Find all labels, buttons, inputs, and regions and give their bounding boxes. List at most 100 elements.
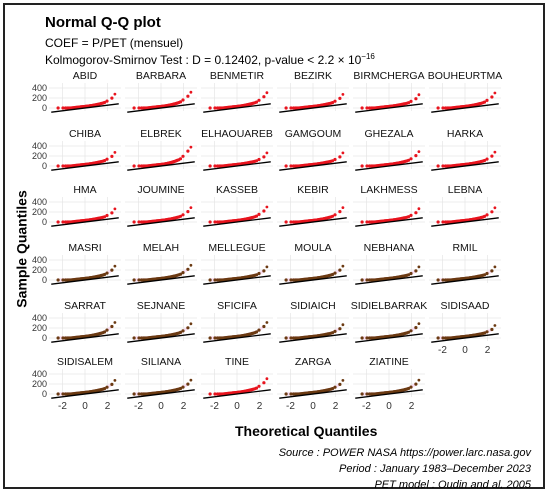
facet-strip-label: SILIANA: [141, 356, 181, 368]
facet-strip-label: SARRAT: [64, 300, 106, 312]
facet-barbara: BARBARA: [125, 70, 197, 113]
qq-point: [365, 220, 369, 224]
qq-point: [360, 220, 364, 224]
qq-point: [254, 330, 259, 334]
facet-strip-label: SEJNANE: [137, 300, 185, 312]
facet-strip-label: CHIBA: [69, 128, 101, 140]
qq-point: [490, 269, 494, 273]
qq-point: [110, 324, 114, 329]
qq-point: [330, 272, 335, 277]
x-tick-label: 2: [409, 401, 415, 412]
qq-point: [436, 164, 440, 168]
qq-point: [178, 386, 183, 391]
qq-point: [284, 278, 288, 282]
facet-strip-label: ZIATINE: [369, 356, 408, 368]
y-tick-label: 400: [32, 313, 47, 323]
qq-point: [132, 164, 136, 168]
qq-point: [485, 157, 489, 161]
qq-point: [208, 336, 212, 340]
reference-line: [431, 217, 499, 227]
facet-strip-label: BARBARA: [136, 70, 186, 82]
facet-strip-label: LAKHMESS: [360, 184, 417, 196]
facet-sejnane: SEJNANE: [125, 300, 197, 343]
qq-outlier-point: [189, 90, 193, 94]
qq-point: [181, 154, 185, 158]
qq-point: [257, 98, 261, 102]
qq-point: [56, 220, 60, 224]
qq-point: [257, 271, 261, 276]
qq-outlier-point: [189, 206, 193, 210]
reference-line: [279, 275, 347, 285]
qq-point: [102, 330, 107, 334]
qq-point: [360, 106, 364, 110]
reference-line: [203, 389, 271, 399]
qq-point: [137, 336, 141, 340]
reference-line: [355, 161, 423, 171]
qq-point: [360, 392, 364, 396]
qq-outlier-point: [493, 206, 497, 210]
qq-outlier-point: [113, 264, 117, 268]
facet-bouheurtma: BOUHEURTMA: [428, 70, 502, 113]
y-tick-label: 400: [32, 141, 47, 151]
qq-point: [284, 220, 288, 224]
qq-outlier-point: [341, 93, 345, 96]
qq-point: [490, 327, 494, 332]
qq-point: [105, 213, 109, 218]
reference-line: [127, 161, 195, 171]
qq-point: [186, 267, 190, 271]
qq-point: [333, 213, 337, 217]
qq-point: [178, 330, 183, 334]
qq-point: [137, 220, 141, 224]
qq-point: [181, 98, 185, 102]
qq-point: [254, 214, 259, 218]
qq-outlier-point: [417, 150, 421, 154]
qq-point: [105, 271, 109, 275]
qq-outlier-point: [265, 321, 269, 324]
facet-strip-label: SIDISAAD: [440, 300, 489, 312]
qq-point: [178, 100, 183, 104]
qq-point: [409, 157, 413, 161]
reference-line: [203, 275, 271, 285]
qq-point: [365, 392, 369, 396]
qq-point: [482, 273, 487, 277]
qq-point: [414, 97, 418, 101]
qq-point: [482, 214, 487, 218]
qq-point: [333, 329, 337, 333]
facet-elhaouareb: ELHAOUAREB: [201, 128, 273, 171]
facet-strip-label: MOULA: [294, 242, 331, 254]
y-tick-label: 200: [32, 265, 47, 275]
qq-point: [406, 215, 411, 219]
confidence-band: [362, 325, 416, 340]
qq-point: [338, 210, 342, 214]
facet-elbrek: ELBREK: [125, 128, 197, 171]
qq-point: [284, 106, 288, 110]
qq-point: [208, 220, 212, 224]
qq-point: [360, 164, 364, 168]
qq-point: [213, 220, 217, 224]
qq-point: [284, 164, 288, 168]
facet-gamgoum: GAMGOUM: [277, 128, 349, 171]
qq-point: [181, 271, 185, 275]
qq-point: [56, 392, 60, 396]
reference-line: [279, 161, 347, 171]
reference-line: [203, 217, 271, 227]
facet-rmil: RMIL: [429, 242, 501, 285]
qq-outlier-point: [493, 91, 497, 95]
qq-point: [132, 278, 136, 282]
qq-point: [213, 336, 217, 340]
qq-point: [406, 330, 411, 334]
qq-point: [441, 336, 445, 340]
qq-point: [262, 381, 266, 385]
qq-point: [262, 155, 266, 159]
facet-strip-label: SIDIELBARRAK: [351, 300, 427, 312]
reference-line: [51, 333, 119, 343]
qq-point: [254, 159, 259, 163]
reference-line: [431, 161, 499, 171]
facet-harka: HARKA: [429, 128, 501, 171]
qq-point: [338, 96, 342, 100]
qq-point: [289, 164, 293, 168]
qq-point: [365, 278, 369, 282]
qq-point: [289, 278, 293, 282]
reference-line: [355, 217, 423, 227]
